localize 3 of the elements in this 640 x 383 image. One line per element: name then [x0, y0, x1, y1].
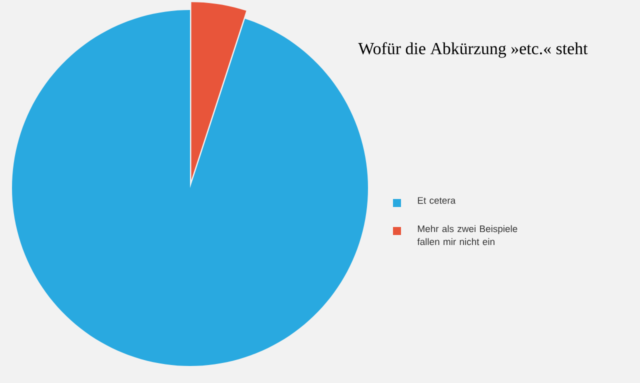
text: Wofür die Abkürzung »etc.« steht	[358, 42, 588, 58]
legend-label: Et cetera	[418, 197, 456, 204]
legend-label: Mehr als zwei Beispiele fallen mir nicht ein	[417, 225, 518, 246]
